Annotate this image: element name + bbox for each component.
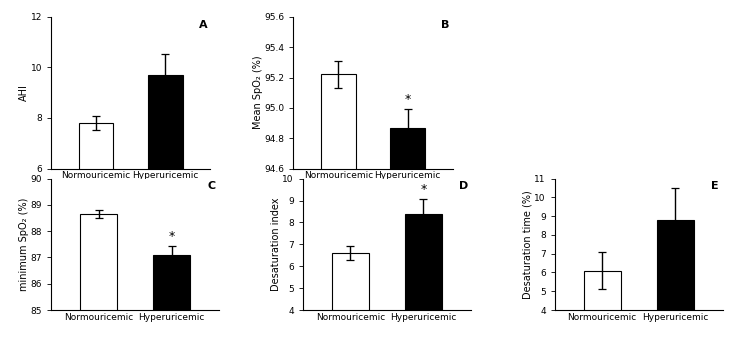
Y-axis label: Mean SpO₂ (%): Mean SpO₂ (%) [253, 56, 263, 129]
Y-axis label: minimum SpO₂ (%): minimum SpO₂ (%) [19, 197, 29, 291]
Text: *: * [169, 230, 174, 243]
Bar [391, 127, 425, 337]
Text: E: E [711, 181, 718, 191]
Bar [332, 253, 369, 337]
Bar [80, 214, 117, 337]
Bar [405, 214, 442, 337]
Bar [153, 255, 190, 337]
Bar [584, 271, 620, 337]
Y-axis label: Desaturation index: Desaturation index [271, 197, 281, 291]
Bar [657, 220, 694, 337]
Text: C: C [207, 181, 215, 191]
Text: B: B [442, 20, 450, 30]
Y-axis label: Desaturation time (%): Desaturation time (%) [523, 190, 533, 299]
Bar [148, 75, 182, 320]
Text: D: D [459, 181, 469, 191]
Bar [321, 74, 356, 337]
Text: *: * [404, 93, 411, 105]
Text: *: * [420, 183, 426, 196]
Y-axis label: AHI: AHI [19, 84, 29, 101]
Bar [79, 123, 113, 320]
Text: A: A [199, 20, 208, 30]
